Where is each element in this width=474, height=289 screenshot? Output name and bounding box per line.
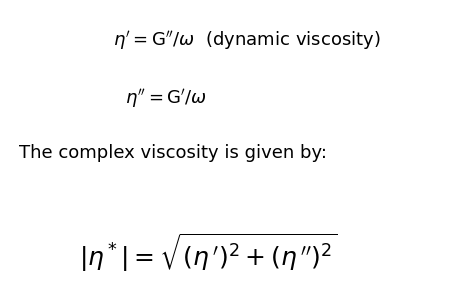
Text: $|\eta^*| = \sqrt{(\eta\,')^2 + (\eta\,'')^2}$: $|\eta^*| = \sqrt{(\eta\,')^2 + (\eta\,'… [79,231,338,274]
Text: $\eta'' = \mathrm{G'} / \omega$: $\eta'' = \mathrm{G'} / \omega$ [125,87,207,110]
Text: $\eta' = \mathrm{G''} / \omega$  (dynamic viscosity): $\eta' = \mathrm{G''} / \omega$ (dynamic… [113,29,380,52]
Text: The complex viscosity is given by:: The complex viscosity is given by: [19,144,327,162]
